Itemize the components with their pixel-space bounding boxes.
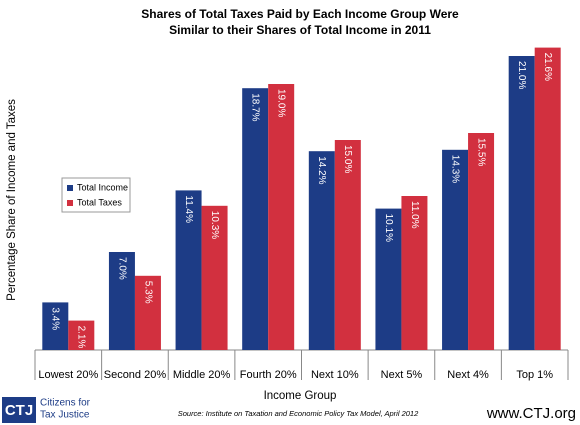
x-tick-label: Second 20% (104, 369, 167, 381)
x-tick-label: Top 1% (516, 369, 553, 381)
bar (68, 320, 95, 350)
bar (175, 190, 202, 350)
x-tick-label: Next 4% (447, 369, 489, 381)
value-label: 10.3% (209, 211, 220, 239)
value-label: 19.0% (276, 89, 287, 117)
x-tick-label: Middle 20% (173, 369, 231, 381)
organization: Citizens for (40, 398, 91, 409)
bar (201, 205, 228, 350)
y-axis-label: Percentage Share of Income and Taxes (6, 99, 18, 301)
value-label: 21.6% (542, 53, 553, 81)
chart-title: Similar to their Shares of Total Income … (169, 23, 431, 37)
legend-label: Total Taxes (77, 197, 122, 207)
legend-label: Total Income (77, 182, 128, 192)
legend-swatch (67, 185, 73, 191)
value-label: 11.4% (183, 195, 194, 223)
legend-box (61, 177, 131, 213)
x-tick-label: Lowest 20% (38, 369, 98, 381)
value-label: 5.3% (142, 281, 153, 304)
legend-swatch (67, 200, 73, 206)
source: Source: Institute on Taxation and Econom… (178, 409, 419, 418)
bar (268, 84, 295, 350)
bar (375, 208, 402, 350)
value-label: 21.0% (516, 61, 527, 89)
organization: Tax Justice (40, 410, 90, 421)
value-label: 18.7% (250, 93, 261, 121)
bar (508, 56, 535, 350)
website: www.CTJ.org (486, 405, 576, 422)
value-label: 3.4% (50, 307, 61, 330)
value-label: 14.2% (316, 156, 327, 184)
bar (334, 140, 361, 350)
bar (134, 275, 161, 350)
bar (308, 151, 335, 350)
bar (242, 88, 269, 350)
logo-box (2, 397, 36, 423)
value-label: 2.1% (76, 326, 87, 349)
bar (534, 47, 561, 350)
bar (442, 149, 469, 350)
x-axis-label: Income Group (264, 390, 337, 402)
x-tick-label: Next 5% (381, 369, 423, 381)
value-label: 15.5% (475, 138, 486, 166)
bar (468, 133, 495, 350)
bar (42, 302, 69, 350)
value-label: 7.0% (116, 257, 127, 280)
value-label: 11.0% (409, 201, 420, 229)
value-label: 14.3% (449, 155, 460, 183)
value-label: 15.0% (342, 145, 353, 173)
bar (401, 196, 428, 350)
chart-title: Shares of Total Taxes Paid by Each Incom… (141, 7, 459, 21)
bar (108, 252, 135, 350)
value-label: 10.1% (383, 214, 394, 242)
logo: CTJ (5, 402, 33, 419)
x-tick-label: Next 10% (311, 369, 359, 381)
x-tick-label: Fourth 20% (240, 369, 297, 381)
